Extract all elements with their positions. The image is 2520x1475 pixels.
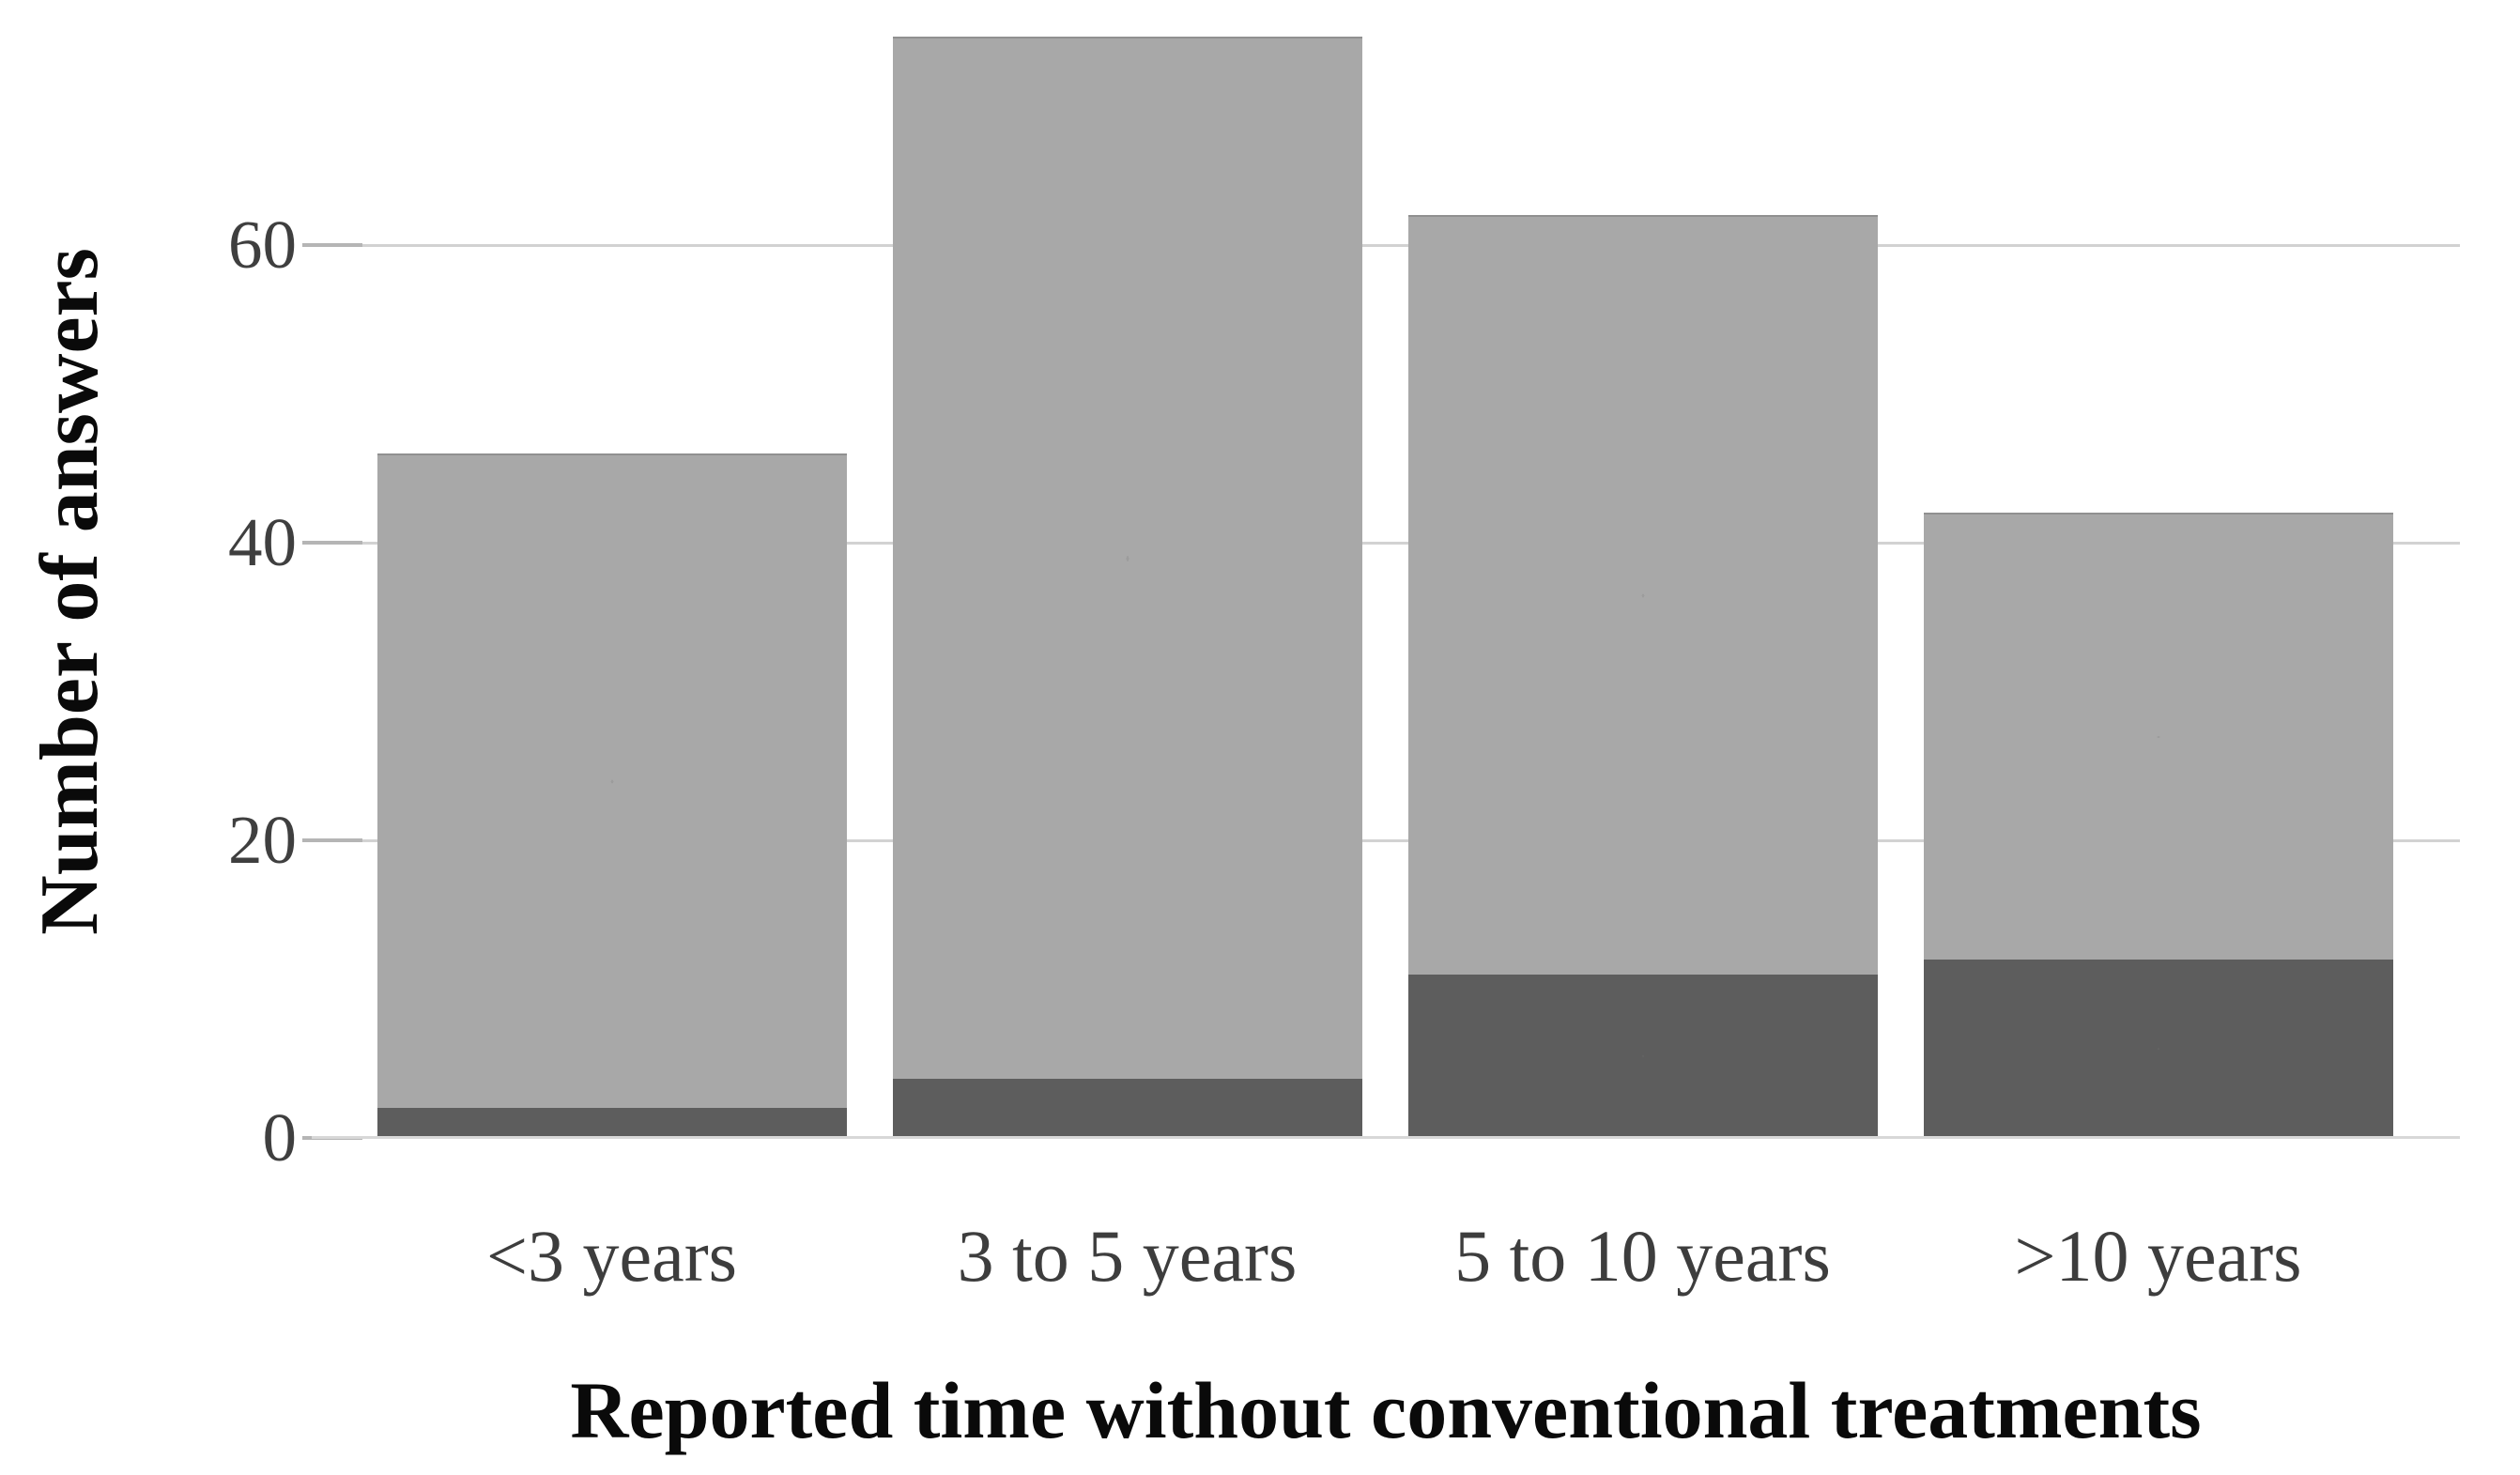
x-tick-label-2: 3 to 5 years xyxy=(957,1215,1298,1297)
bar-4-segment-light xyxy=(1923,513,2393,960)
x-axis-baseline xyxy=(312,1136,2460,1139)
x-tick-label-3: 5 to 10 years xyxy=(1454,1215,1831,1297)
y-tick-mark-20 xyxy=(302,837,362,842)
gridline-y-20 xyxy=(312,838,2460,842)
bar-1-segment-light xyxy=(376,453,847,1109)
y-tick-label-0: 0 xyxy=(262,1099,298,1175)
bar-3-segment-dark xyxy=(1407,974,1878,1138)
bar-2-segment-dark xyxy=(892,1078,1362,1138)
y-tick-mark-40 xyxy=(302,540,362,545)
bar-4-segment-dark xyxy=(1923,960,2393,1138)
x-axis-title: Reported time without conventional treat… xyxy=(570,1365,2202,1455)
gridline-y-60 xyxy=(312,243,2460,247)
gridline-y-40 xyxy=(312,541,2460,545)
bar-1-segment-dark xyxy=(376,1108,847,1138)
bar-3-segment-light xyxy=(1407,215,1878,975)
bar-4 xyxy=(1923,513,2393,1138)
y-tick-label-20: 20 xyxy=(228,801,297,878)
bar-2 xyxy=(892,36,1362,1138)
y-tick-label-40: 40 xyxy=(228,503,297,580)
y-tick-label-60: 60 xyxy=(228,206,297,283)
y-axis-title: Number of answers xyxy=(24,248,115,935)
x-tick-label-4: >10 years xyxy=(2014,1215,2302,1297)
bar-2-segment-light xyxy=(892,36,1362,1079)
bar-3 xyxy=(1407,215,1878,1138)
y-tick-mark-60 xyxy=(302,242,362,247)
bar-1 xyxy=(376,453,847,1138)
x-tick-label-1: <3 years xyxy=(485,1215,738,1297)
